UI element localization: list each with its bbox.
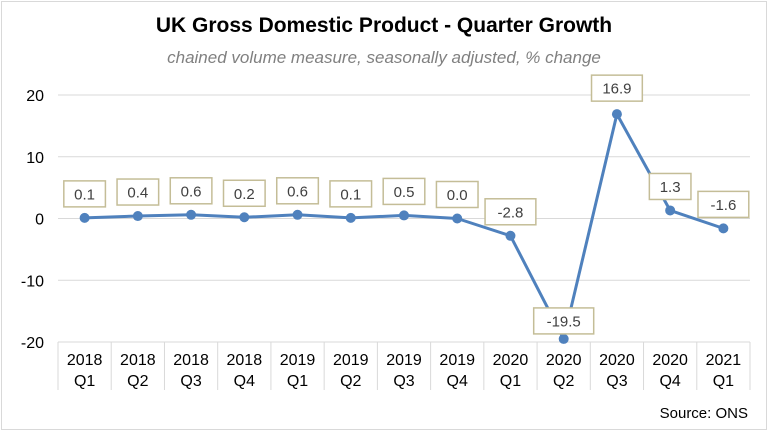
data-label-text: 0.6	[181, 183, 202, 200]
data-label-box	[435, 180, 479, 209]
x-tick-label-year: 2018	[173, 352, 209, 369]
x-tick-label-year: 2019	[280, 352, 316, 369]
x-tick-label-year: 2020	[652, 352, 688, 369]
data-point	[558, 333, 569, 344]
data-label: 0.1	[329, 180, 373, 208]
data-label-text: -1.6	[710, 197, 736, 214]
y-tick-label: -20	[21, 335, 44, 352]
data-point	[399, 210, 409, 221]
x-tick-label-year: 2019	[333, 352, 369, 369]
x-tick-label-quarter: Q1	[500, 373, 521, 390]
data-label: 16.9	[590, 74, 644, 102]
data-label: -2.8	[484, 198, 537, 226]
x-tick-label-quarter: Q2	[553, 373, 574, 390]
data-label: 0.2	[222, 179, 266, 208]
x-tick-label-quarter: Q1	[713, 373, 734, 390]
data-label: -19.5	[532, 307, 595, 335]
x-axis: 2018 Q1 2018 Q2 2018 Q3 2018 Q4 2019 Q1 2019 Q2 2019…	[57, 342, 751, 390]
data-label-text: -2.8	[498, 204, 524, 221]
x-tick-label-year: 2021	[706, 352, 742, 369]
data-label-text: 0.4	[127, 185, 148, 202]
data-label-text: 0.1	[340, 186, 361, 203]
chart-source: Source: ONS	[659, 405, 748, 422]
y-tick-label: 0	[35, 212, 44, 229]
data-label-box	[329, 180, 373, 208]
data-point	[186, 209, 197, 220]
data-label-box	[532, 307, 595, 335]
data-label: 0.1	[63, 180, 107, 208]
data-label-box	[484, 198, 537, 226]
data-point	[452, 213, 463, 224]
series-line	[84, 112, 724, 341]
data-label-text: 0.0	[447, 187, 468, 204]
x-tick-label-quarter: Q3	[606, 373, 627, 390]
x-tick-label-quarter: Q4	[659, 373, 680, 390]
data-label-box	[590, 74, 644, 102]
data-label-text: 0.1	[74, 186, 95, 203]
x-tick-label-quarter: Q2	[340, 373, 361, 390]
x-tick-label-year: 2018	[67, 352, 103, 369]
data-point	[505, 230, 516, 241]
data-point	[718, 223, 729, 234]
y-axis: -20 -10 0 10 20	[21, 88, 44, 352]
data-label: 0.4	[116, 178, 160, 206]
data-point	[79, 212, 90, 223]
x-tick-label-quarter: Q4	[234, 373, 255, 390]
chart-title: UK Gross Domestic Product - Quarter Grow…	[155, 14, 613, 37]
data-label-box	[697, 190, 750, 219]
data-labels: 0.1 0.4 0.6 0.2 0.6 0.1 0.5 0.0 -2.8 -19.5 16.9 1.3…	[63, 74, 750, 335]
data-point	[665, 205, 676, 216]
y-tick-label: 20	[26, 88, 44, 105]
x-tick-label-quarter: Q1	[74, 373, 95, 390]
data-label-text: 16.9	[602, 81, 631, 98]
data-label-text: -19.5	[547, 313, 581, 330]
x-tick-label-year: 2019	[439, 352, 475, 369]
series-line-layer	[84, 112, 724, 341]
data-label-box	[116, 178, 160, 206]
data-point	[345, 212, 356, 223]
data-label: 0.6	[169, 177, 213, 205]
data-label: 0.6	[275, 177, 320, 205]
data-label: 0.0	[435, 180, 479, 209]
data-label-box	[63, 180, 107, 208]
data-label-box	[648, 172, 692, 201]
x-tick-label-quarter: Q3	[180, 373, 201, 390]
data-point	[292, 209, 303, 220]
data-label-text: 0.6	[287, 183, 308, 200]
data-label-box	[275, 177, 320, 205]
x-tick-label-year: 2018	[227, 352, 263, 369]
data-point	[611, 109, 622, 120]
data-label-text: 1.3	[660, 179, 681, 196]
series-points	[79, 109, 729, 344]
chart-subtitle: chained volume measure, seasonally adjus…	[167, 48, 601, 67]
x-tick-label-quarter: Q4	[447, 373, 468, 390]
y-tick-label: 10	[26, 150, 44, 167]
x-tick-label-year: 2020	[493, 352, 529, 369]
data-label: -1.6	[697, 190, 750, 219]
data-label-text: 0.5	[394, 184, 415, 201]
x-tick-label-quarter: Q2	[127, 373, 148, 390]
x-tick-label-quarter: Q3	[393, 373, 414, 390]
x-tick-label-quarter: Q1	[287, 373, 308, 390]
y-tick-label: -10	[21, 273, 44, 290]
data-label-box	[382, 177, 426, 206]
data-point	[239, 212, 250, 223]
data-label-box	[169, 177, 213, 205]
x-tick-label-year: 2020	[546, 352, 582, 369]
x-tick-label-year: 2020	[599, 352, 635, 369]
data-point	[132, 211, 143, 222]
x-tick-label-year: 2019	[386, 352, 422, 369]
data-label-text: 0.2	[234, 186, 255, 203]
data-label-box	[222, 179, 266, 208]
x-tick-label-year: 2018	[120, 352, 156, 369]
data-label: 1.3	[648, 172, 692, 201]
data-label: 0.5	[382, 177, 426, 206]
